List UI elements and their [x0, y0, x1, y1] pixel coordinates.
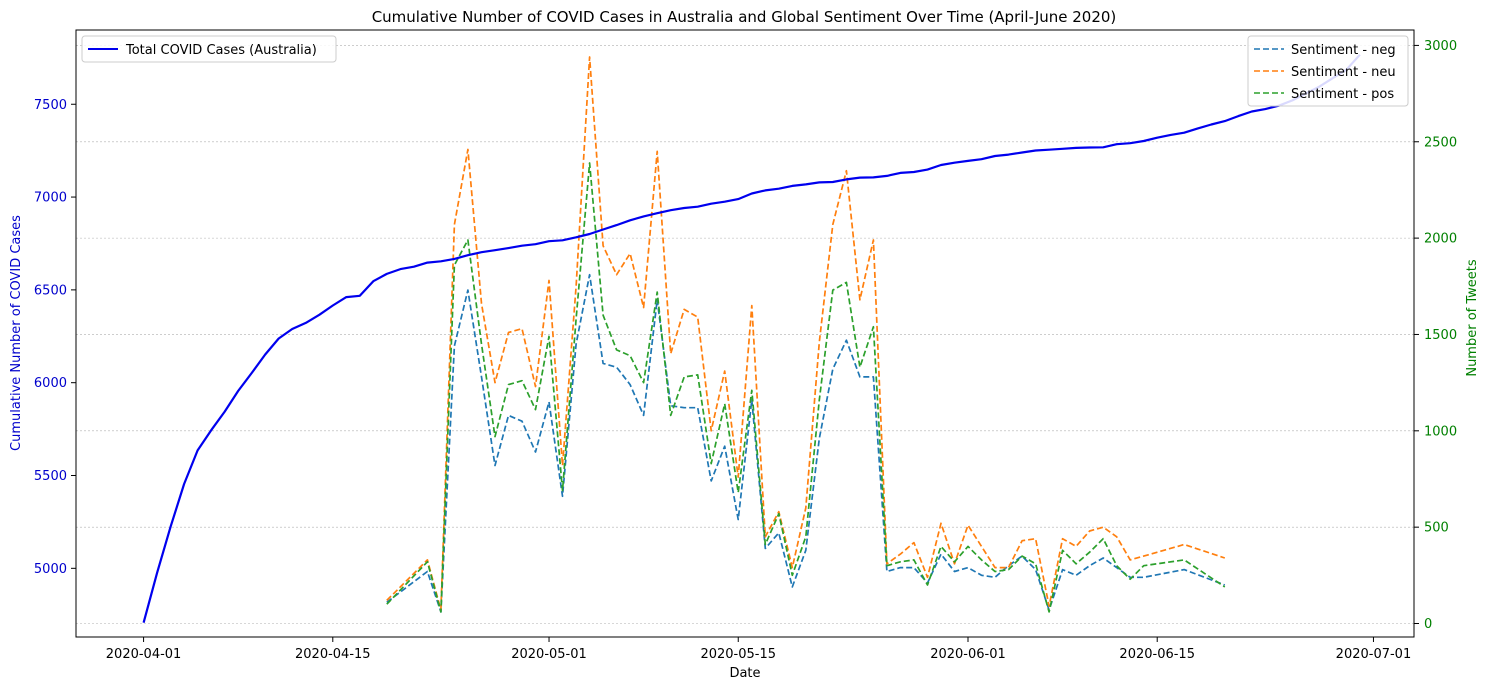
- legend-left: Total COVID Cases (Australia): [81, 35, 337, 63]
- y-axis-right: 0 500 1000 1500 2000 2500 3000: [1414, 39, 1457, 632]
- y-axis-right-label: Number of Tweets: [1465, 259, 1480, 377]
- y-axis-left-label: Cumulative Number of COVID Cases: [9, 215, 24, 451]
- chart-title: Cumulative Number of COVID Cases in Aust…: [372, 8, 1117, 26]
- x-axis: 2020-04-01 2020-04-15 2020-05-01 2020-05-15…: [106, 637, 1411, 662]
- x-tick-label-2020-06-01: 2020-06-01: [930, 647, 1006, 662]
- legend-right: Sentiment - neg Sentiment - neu Sentimen…: [1247, 35, 1409, 107]
- y-right-tick-label-0: 0: [1424, 617, 1432, 632]
- y-right-tick-label-2000: 2000: [1424, 232, 1457, 247]
- legend-left-box: [81, 35, 337, 63]
- x-tick-label-2020-07-01: 2020-07-01: [1336, 647, 1412, 662]
- y-left-tick-label-7000: 7000: [34, 191, 67, 206]
- x-tick-label-2020-04-15: 2020-04-15: [295, 647, 371, 662]
- y-right-tick-label-2500: 2500: [1424, 135, 1457, 150]
- y-right-tick-label-3000: 3000: [1424, 39, 1457, 54]
- x-tick-label-2020-04-01: 2020-04-01: [106, 647, 182, 662]
- y-left-tick-label-6500: 6500: [34, 283, 67, 298]
- y-left-tick-label-5000: 5000: [34, 562, 67, 577]
- y-right-tick-label-1500: 1500: [1424, 328, 1457, 343]
- legend-entry-cases: Total COVID Cases (Australia): [125, 43, 317, 58]
- y-right-tick-label-1000: 1000: [1424, 424, 1457, 439]
- x-tick-label-2020-05-15: 2020-05-15: [700, 647, 776, 662]
- legend-entry-neg: Sentiment - neg: [1291, 43, 1396, 58]
- legend-entry-neu: Sentiment - neu: [1291, 65, 1396, 80]
- x-tick-label-2020-06-15: 2020-06-15: [1119, 647, 1195, 662]
- sentiment-series: [386, 56, 1226, 613]
- grid-lines: [76, 45, 1414, 624]
- series-line-pos: [386, 162, 1226, 613]
- y-right-tick-label-500: 500: [1424, 521, 1449, 536]
- x-tick-label-2020-05-01: 2020-05-01: [511, 647, 587, 662]
- y-left-tick-label-5500: 5500: [34, 469, 67, 484]
- y-left-tick-label-6000: 6000: [34, 376, 67, 391]
- y-left-tick-label-7500: 7500: [34, 98, 67, 113]
- series-line-neg: [386, 273, 1226, 613]
- legend-right-box: [1247, 35, 1409, 107]
- y-axis-left: 5000 5500 6000 6500 7000 7500: [34, 98, 76, 577]
- series-line-cases: [142, 53, 1361, 623]
- x-axis-label: Date: [729, 666, 760, 681]
- legend-entry-pos: Sentiment - pos: [1291, 87, 1394, 102]
- plot-frame: [75, 29, 1415, 638]
- series-line-neu: [386, 56, 1226, 611]
- cases-series: [142, 53, 1361, 623]
